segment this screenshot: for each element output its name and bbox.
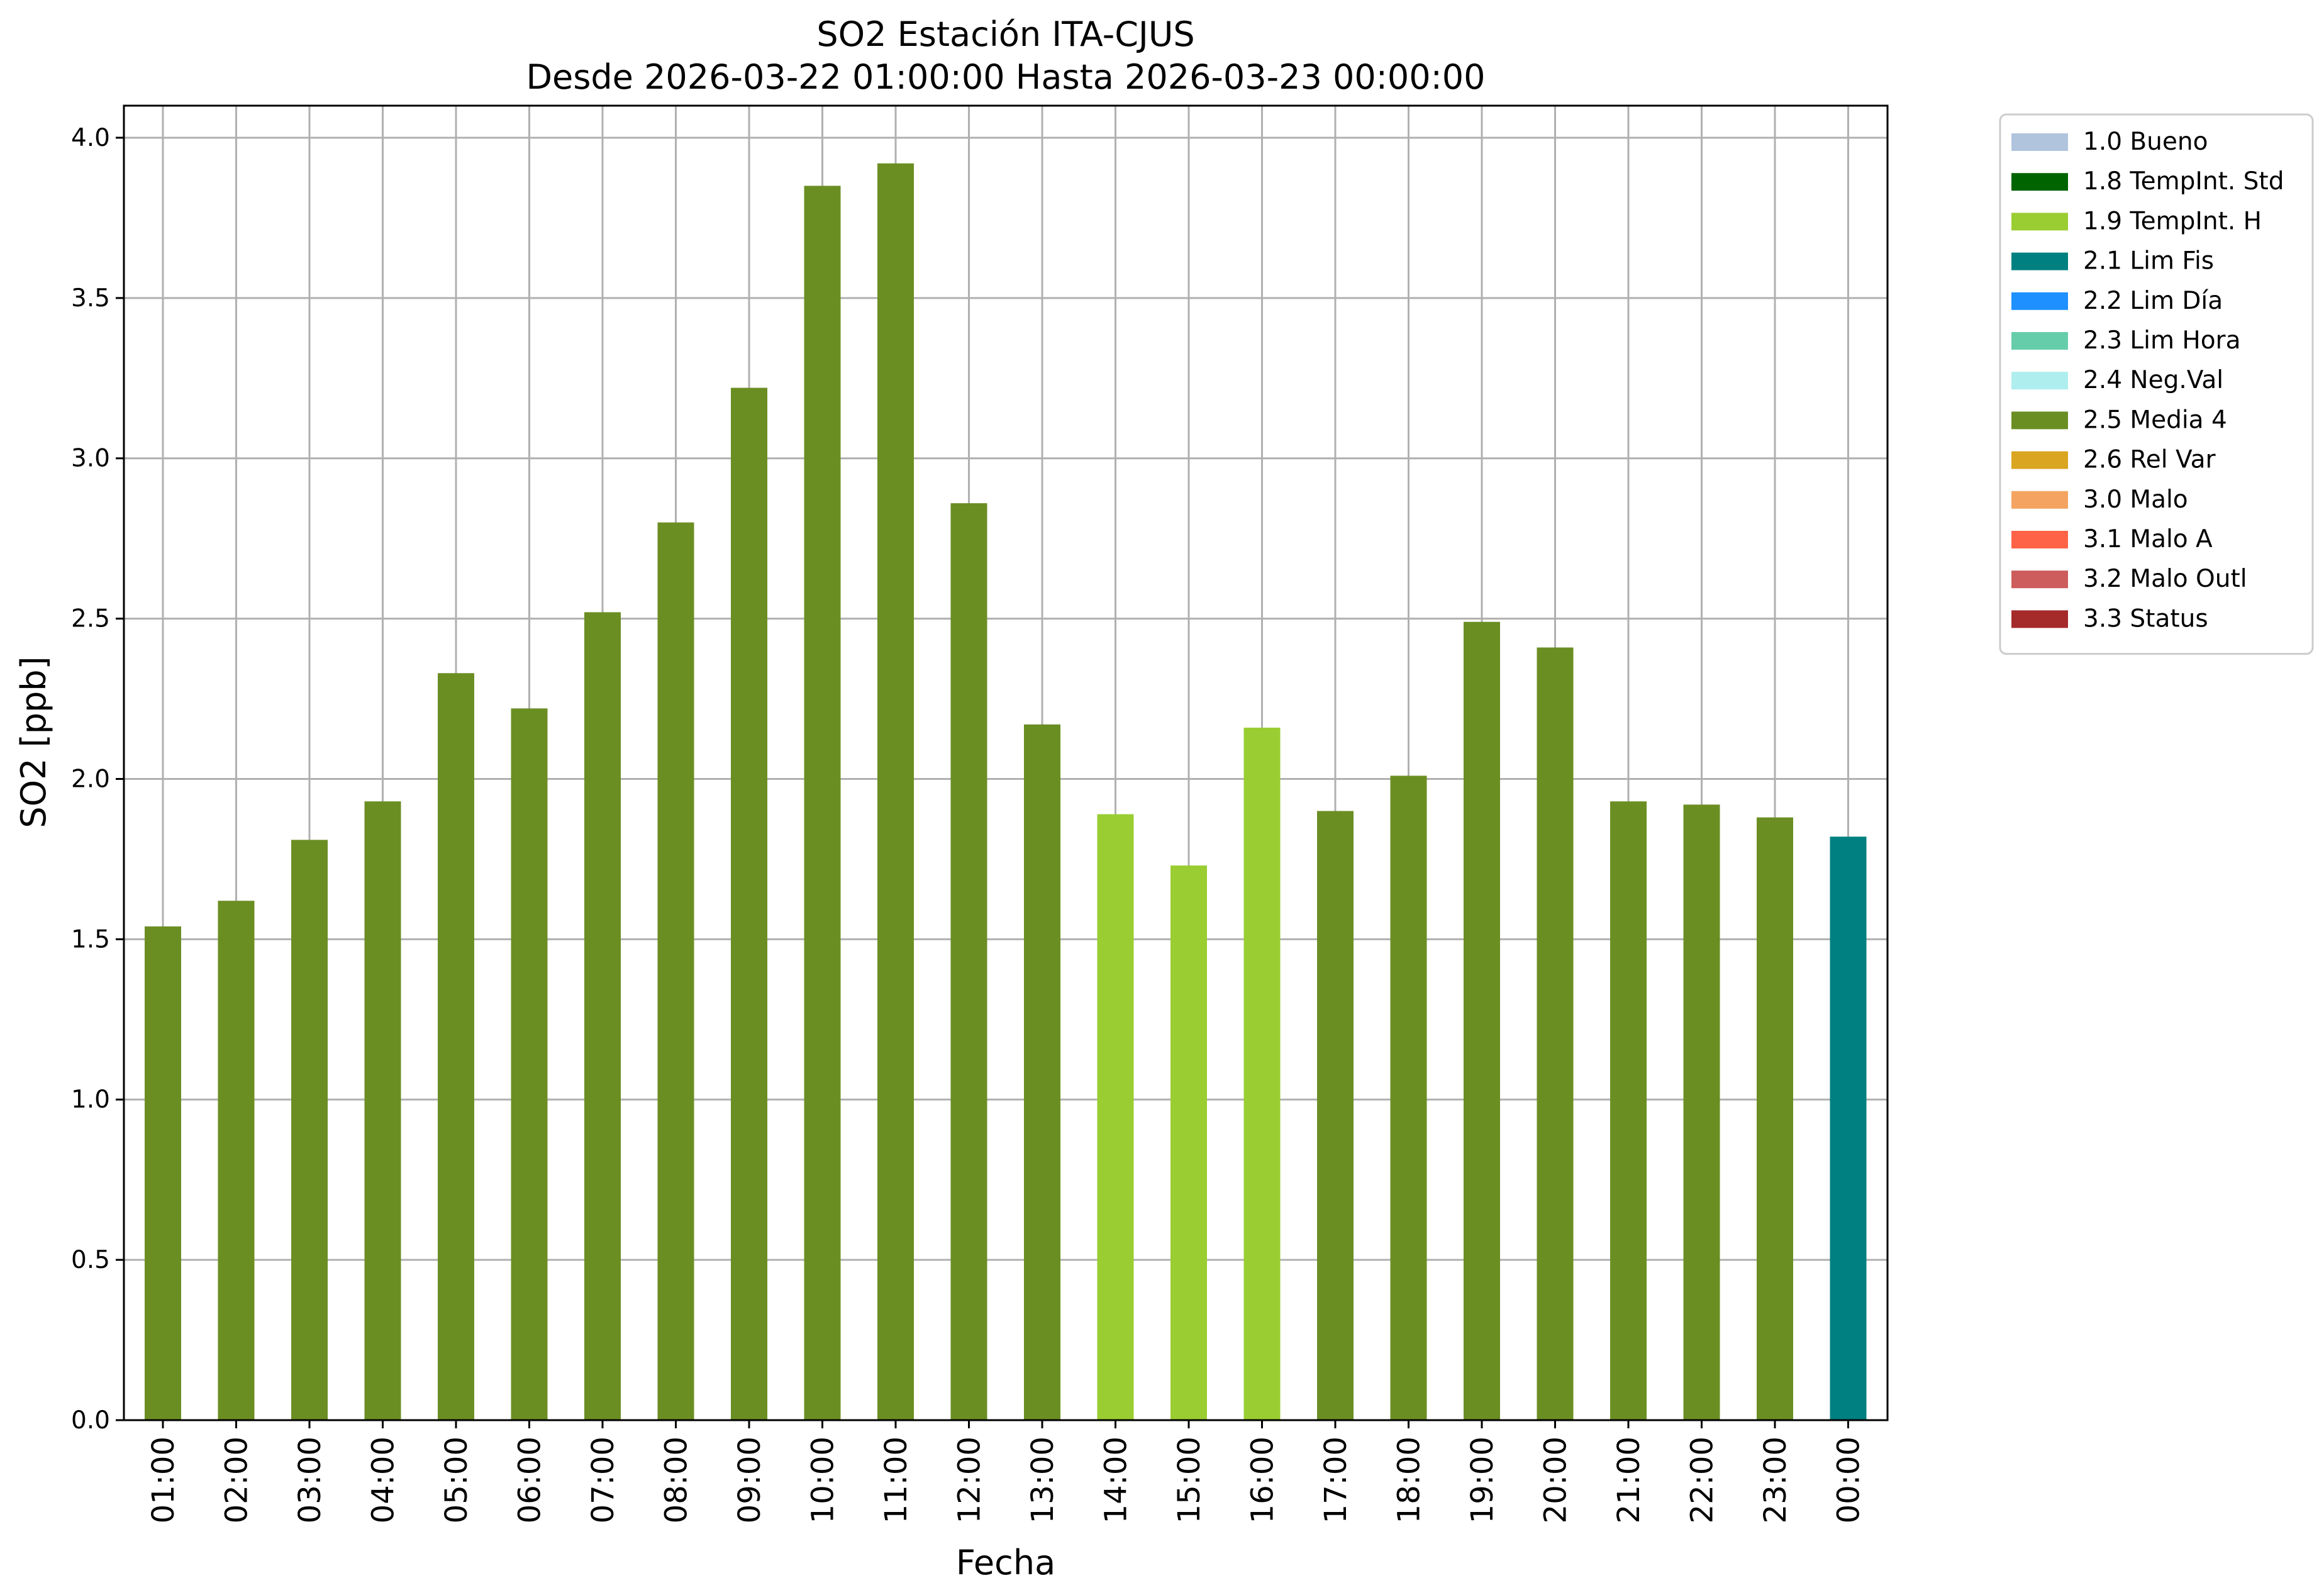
y-tick-label: 3.5 xyxy=(71,284,110,313)
y-tick-label: 1.5 xyxy=(71,925,110,953)
legend-label: 2.1 Lim Fis xyxy=(2083,247,2214,275)
x-tick-label: 00:00 xyxy=(1832,1437,1867,1523)
legend-swatch xyxy=(2011,133,2068,151)
x-tick-label: 22:00 xyxy=(1685,1437,1720,1523)
legend-swatch xyxy=(2011,570,2068,589)
bar-0700 xyxy=(584,612,621,1421)
x-tick-label: 02:00 xyxy=(220,1437,255,1523)
legend-swatch xyxy=(2011,372,2068,390)
legend-swatch xyxy=(2011,610,2068,628)
legend-label: 2.2 Lim Día xyxy=(2083,287,2223,315)
bar-1700 xyxy=(1317,811,1354,1420)
y-tick-label: 1.0 xyxy=(71,1086,110,1114)
legend-swatch xyxy=(2011,252,2068,270)
legend-label: 3.1 Malo A xyxy=(2083,525,2213,553)
legend-label: 1.0 Bueno xyxy=(2083,128,2208,156)
legend-label: 1.8 TempInt. Std xyxy=(2083,167,2284,196)
bar-1800 xyxy=(1390,775,1427,1420)
x-tick-label: 16:00 xyxy=(1245,1437,1281,1523)
legend-label: 1.9 TempInt. H xyxy=(2083,207,2262,235)
bar-0500 xyxy=(438,673,474,1420)
x-tick-label: 19:00 xyxy=(1465,1437,1500,1523)
x-tick-label: 05:00 xyxy=(439,1437,474,1523)
bar-1000 xyxy=(804,186,841,1421)
x-tick-label: 13:00 xyxy=(1025,1437,1060,1523)
y-axis-label: SO2 [ppb] xyxy=(14,656,53,828)
x-tick-label: 04:00 xyxy=(366,1437,401,1523)
bar-1900 xyxy=(1464,621,1500,1421)
y-tick-label: 4.0 xyxy=(71,124,110,152)
x-tick-label: 14:00 xyxy=(1099,1437,1134,1523)
x-tick-label: 18:00 xyxy=(1392,1437,1427,1523)
legend-label: 2.4 Neg.Val xyxy=(2083,366,2223,394)
legend-swatch xyxy=(2011,531,2068,548)
y-tick-label: 0.0 xyxy=(71,1406,110,1435)
chart-title: SO2 Estación ITA-CJUS xyxy=(816,14,1194,54)
bar-1400 xyxy=(1097,814,1134,1420)
x-tick-label: 08:00 xyxy=(659,1437,694,1523)
x-tick-label: 07:00 xyxy=(586,1437,621,1523)
y-tick-label: 2.0 xyxy=(71,765,110,793)
y-tick-label: 2.5 xyxy=(71,605,110,633)
bar-2100 xyxy=(1610,801,1647,1420)
legend-box xyxy=(1999,113,2314,655)
legend-swatch xyxy=(2011,292,2068,310)
x-tick-label: 03:00 xyxy=(292,1437,328,1523)
y-axis-ticks: 0.0 0.5 1.0 1.5 2.0 2.5 3.0 3.5 4.0 xyxy=(71,124,124,1435)
x-axis-label: Fecha xyxy=(956,1543,1055,1582)
legend-swatch xyxy=(2011,213,2068,231)
x-tick-label: 12:00 xyxy=(952,1437,987,1523)
x-tick-label: 23:00 xyxy=(1758,1437,1793,1523)
x-tick-label: 10:00 xyxy=(806,1437,841,1523)
x-axis-ticks: 01:00 02:00 03:00 04:00 05:00 06:00 07:00 08:00… xyxy=(146,1420,1867,1523)
bar-0900 xyxy=(731,387,767,1420)
bars xyxy=(145,163,1867,1421)
x-tick-label: 06:00 xyxy=(513,1437,548,1523)
bar-1200 xyxy=(950,503,987,1420)
x-tick-label: 20:00 xyxy=(1538,1437,1574,1523)
legend-label: 3.3 Status xyxy=(2083,604,2208,633)
legend-label: 3.0 Malo xyxy=(2083,486,2188,514)
legend-swatch xyxy=(2011,332,2068,350)
bar-0300 xyxy=(291,840,328,1420)
legend-swatch xyxy=(2011,491,2068,509)
legend-swatch xyxy=(2011,451,2068,469)
x-tick-label: 11:00 xyxy=(879,1437,914,1523)
legend-label: 2.6 Rel Var xyxy=(2083,446,2216,474)
legend-swatch xyxy=(2011,411,2068,430)
legend-label: 2.5 Media 4 xyxy=(2083,406,2227,434)
bar-2300 xyxy=(1757,817,1793,1420)
legend-label: 3.2 Malo Outl xyxy=(2083,565,2247,593)
bar-0400 xyxy=(364,801,401,1420)
bar-2200 xyxy=(1683,804,1720,1420)
x-tick-label: 09:00 xyxy=(732,1437,767,1523)
x-tick-label: 21:00 xyxy=(1611,1437,1647,1523)
plot-frame xyxy=(123,104,1889,1421)
legend-swatch xyxy=(2011,173,2068,191)
bar-0000 xyxy=(1830,836,1867,1420)
chart-subtitle: Desde 2026-03-22 01:00:00 Hasta 2026-03-… xyxy=(526,57,1485,97)
x-tick-label: 01:00 xyxy=(146,1437,181,1523)
bar-0800 xyxy=(657,522,694,1421)
y-tick-label: 0.5 xyxy=(71,1246,110,1274)
legend-label: 2.3 Lim Hora xyxy=(2083,326,2241,355)
legend: 1.0 Bueno 1.8 TempInt. Std 1.9 TempInt. H 2… xyxy=(1999,113,2314,655)
bar-1500 xyxy=(1170,865,1207,1420)
bar-0600 xyxy=(511,708,548,1420)
bar-1600 xyxy=(1243,727,1281,1420)
bar-1100 xyxy=(877,163,914,1420)
y-tick-label: 3.0 xyxy=(71,445,110,473)
bar-0200 xyxy=(218,901,255,1420)
x-tick-label: 15:00 xyxy=(1172,1437,1207,1523)
x-tick-label: 17:00 xyxy=(1318,1437,1354,1523)
bar-1300 xyxy=(1024,724,1060,1420)
bar-2000 xyxy=(1537,647,1574,1420)
bar-0100 xyxy=(145,926,181,1420)
